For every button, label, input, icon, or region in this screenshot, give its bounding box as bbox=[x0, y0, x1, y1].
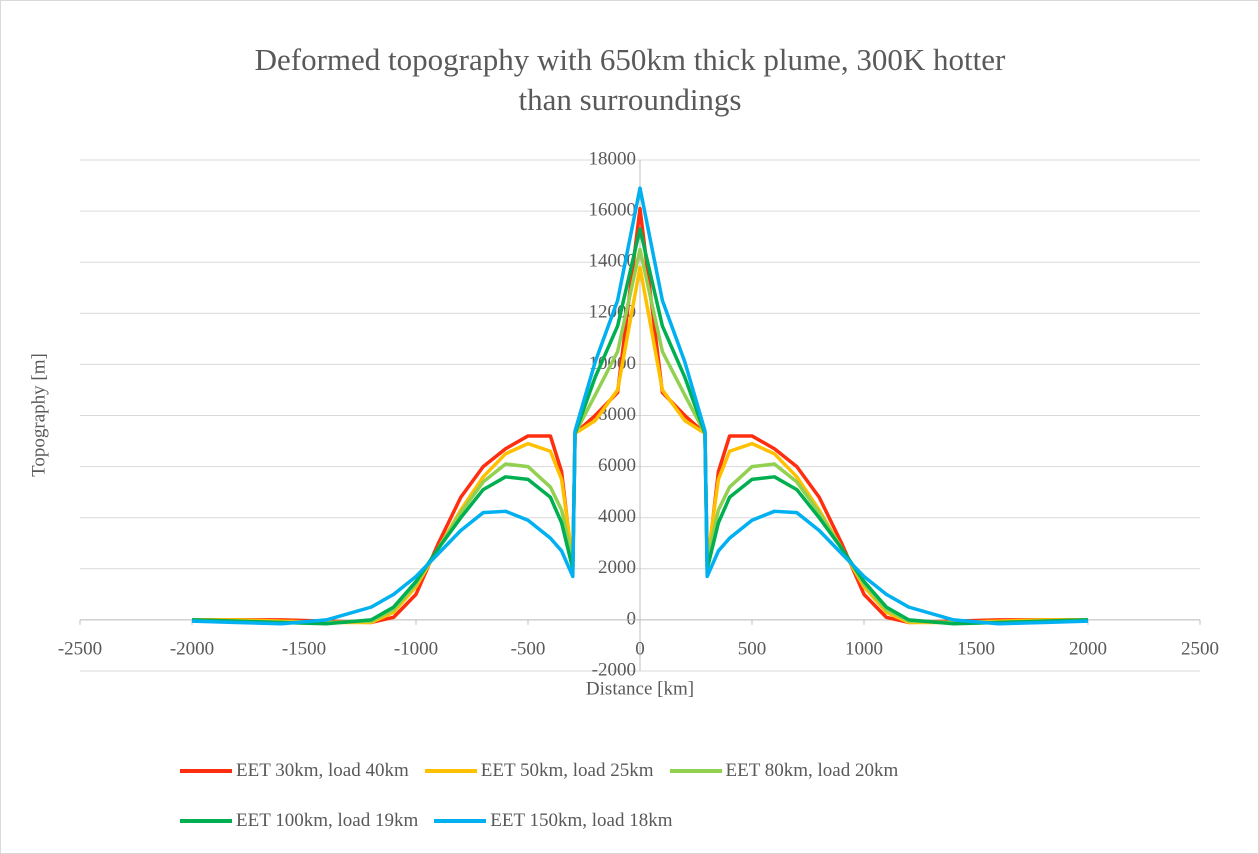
y-tick-label: -2000 bbox=[592, 659, 636, 680]
x-tick-label: 500 bbox=[738, 638, 767, 659]
legend-swatch bbox=[180, 769, 232, 773]
legend-label: EET 50km, load 25km bbox=[480, 760, 654, 781]
y-axis-title: Topography [m] bbox=[28, 353, 49, 477]
x-tick-label: 1000 bbox=[845, 638, 883, 659]
series-line bbox=[192, 206, 1088, 625]
legend-label: EET 30km, load 40km bbox=[236, 760, 409, 781]
x-tick-label: 2000 bbox=[1069, 638, 1107, 659]
legend-label: EET 80km, load 20km bbox=[725, 760, 899, 781]
legend-entry: EET 100km, load 19km bbox=[180, 807, 418, 835]
x-tick-label: 1500 bbox=[957, 638, 995, 659]
x-tick-label: -500 bbox=[511, 638, 546, 659]
series-line bbox=[191, 186, 1089, 626]
series-line bbox=[191, 227, 1089, 626]
legend-swatch bbox=[669, 769, 722, 773]
x-axis-title: Distance [km] bbox=[586, 678, 694, 699]
y-tick-label: 14000 bbox=[589, 251, 637, 272]
x-tick-label: 0 bbox=[635, 638, 645, 659]
legend-label: EET 150km, load 18km bbox=[490, 810, 673, 831]
y-tick-label: 4000 bbox=[598, 506, 636, 527]
legend-entry: EET 150km, load 18km bbox=[434, 807, 673, 835]
y-tick-label: 18000 bbox=[589, 148, 637, 169]
x-tick-label: -1500 bbox=[282, 638, 326, 659]
legend-label: EET 100km, load 19km bbox=[236, 810, 419, 831]
x-tick-label: -1000 bbox=[394, 638, 438, 659]
y-tick-label: 16000 bbox=[589, 199, 637, 220]
legend-entry: EET 50km, load 25km bbox=[424, 757, 654, 785]
x-tick-label: -2500 bbox=[58, 638, 102, 659]
x-tick-label: 2500 bbox=[1181, 638, 1219, 659]
legend-entry: EET 30km, load 40km bbox=[180, 757, 409, 785]
y-tick-label: 2000 bbox=[598, 557, 636, 578]
y-tick-label: 0 bbox=[627, 608, 637, 629]
legend-swatch bbox=[424, 769, 477, 773]
x-tick-label: -2000 bbox=[170, 638, 214, 659]
y-tick-label: 8000 bbox=[598, 404, 636, 425]
legend-swatch bbox=[180, 819, 232, 823]
legend: EET 30km, load 40km EET 50km, load 25km EE… bbox=[180, 757, 1120, 835]
legend-entry: EET 80km, load 20km bbox=[669, 757, 899, 785]
legend-swatch bbox=[434, 819, 487, 823]
y-tick-label: 6000 bbox=[598, 455, 636, 476]
chart-title: Deformed topography with 650km thick plu… bbox=[254, 42, 1006, 117]
